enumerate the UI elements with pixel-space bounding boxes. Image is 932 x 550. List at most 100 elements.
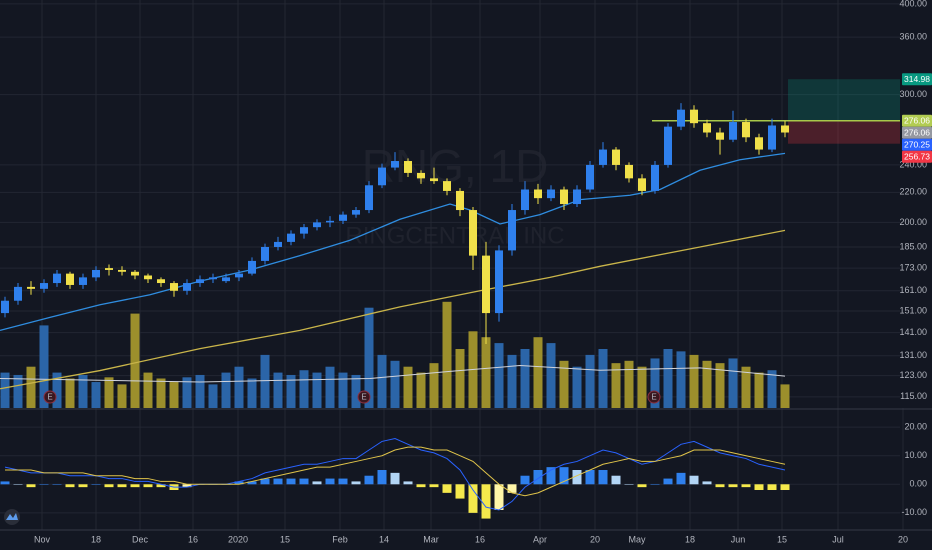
candle-body (677, 109, 685, 127)
macd-histogram-bar (286, 478, 296, 485)
candle-body (742, 122, 750, 138)
macd-histogram-bar (598, 470, 608, 485)
macd-histogram-bar (520, 475, 530, 485)
macd-histogram-bar (13, 484, 23, 485)
candle-body (92, 269, 100, 278)
x-tick-label: Dec (132, 534, 149, 544)
volume-bar (702, 360, 712, 408)
macd-histogram-bar (52, 484, 62, 485)
volume-bar (442, 301, 452, 408)
macd-histogram-bar (312, 481, 322, 485)
candle-body (768, 125, 776, 150)
macd-histogram-bar (260, 478, 270, 485)
price-tag-label: 276.06 (904, 116, 930, 126)
volume-bar (169, 382, 179, 408)
macd-histogram-bar (104, 484, 114, 488)
macd-histogram-bar (351, 481, 361, 485)
candle-body (170, 283, 178, 291)
macd-histogram-bar (91, 484, 101, 485)
volume-bar (364, 307, 374, 408)
candle-body (690, 109, 698, 124)
x-tick-label: May (628, 534, 646, 544)
volume-bar (611, 363, 621, 408)
candle-body (625, 164, 633, 179)
candle-body (703, 123, 711, 133)
candle-body (274, 241, 282, 247)
candle-body (417, 172, 425, 179)
watermark-name: RINGCENTRAL INC (345, 222, 564, 249)
candle-body (456, 190, 464, 211)
volume-bar (416, 372, 426, 408)
macd-histogram-bar (325, 478, 335, 485)
x-tick-label: 2020 (228, 534, 248, 544)
volume-bar (689, 354, 699, 408)
macd-histogram-bar (65, 484, 75, 488)
volume-bar (663, 349, 673, 408)
x-tick-label: Apr (533, 534, 547, 544)
volume-bar (117, 384, 127, 408)
macd-histogram-bar (572, 470, 582, 485)
macd-histogram-bar (26, 484, 36, 488)
volume-bar (481, 337, 491, 408)
y-tick-label: 0.00 (909, 479, 927, 489)
candle-body (339, 214, 347, 221)
volume-bar (156, 378, 166, 408)
volume-bar (741, 366, 751, 408)
y-tick-label: 360.00 (899, 32, 927, 42)
volume-bar (624, 360, 634, 408)
candle-body (66, 273, 74, 285)
candle-body (495, 250, 503, 314)
x-tick-label: Mar (423, 534, 439, 544)
volume-bar (403, 366, 413, 408)
position-loss-zone (788, 120, 900, 144)
macd-histogram-bar (689, 475, 699, 485)
price-tag (902, 73, 932, 86)
volume-bar (572, 366, 582, 408)
macd-histogram-bar (247, 481, 257, 485)
y-tick-label: -10.00 (901, 507, 927, 517)
volume-bar (585, 354, 595, 408)
logo[interactable] (4, 509, 20, 525)
candle-body (612, 149, 620, 165)
moving-average (0, 229, 786, 390)
candle-body (443, 181, 451, 191)
volume-bar (767, 370, 777, 408)
earnings-marker (43, 390, 57, 404)
earnings-label: E (651, 393, 656, 402)
y-tick-label: 20.00 (904, 422, 927, 432)
y-tick-label: 220.00 (899, 187, 927, 197)
macd-histogram-bar (676, 472, 686, 485)
price-axis (900, 0, 932, 408)
candle-body (222, 277, 230, 282)
volume-bar (507, 354, 517, 408)
volume-bar (78, 374, 88, 408)
candle-body (521, 189, 529, 211)
x-tick-label: 18 (685, 534, 695, 544)
macd-histogram-bar (442, 484, 452, 493)
candle-body (638, 178, 646, 191)
macd-histogram-bar (364, 475, 374, 485)
candle-body (664, 126, 672, 165)
candle-body (560, 189, 568, 205)
y-tick-label: 123.00 (899, 370, 927, 380)
macd-histogram-bar (455, 484, 465, 499)
macd-histogram-bar (715, 484, 725, 488)
volume-bar (182, 377, 192, 408)
macd-histogram-bar (468, 484, 478, 513)
macd-histogram-bar (533, 470, 543, 485)
macd-histogram-bar (429, 484, 439, 488)
macd-histogram-bar (585, 470, 595, 485)
y-tick-label: 300.00 (899, 89, 927, 99)
volume-bar (715, 363, 725, 408)
macd-histogram-bar (377, 470, 387, 485)
volume-bar (546, 343, 556, 408)
volume-bar (338, 372, 348, 408)
volume-bar (533, 337, 543, 408)
macd-histogram-bar (182, 484, 192, 488)
macd-histogram-bar (416, 484, 426, 488)
x-tick-label: 16 (188, 534, 198, 544)
macd-histogram-bar (728, 484, 738, 488)
candle-body (79, 277, 87, 285)
